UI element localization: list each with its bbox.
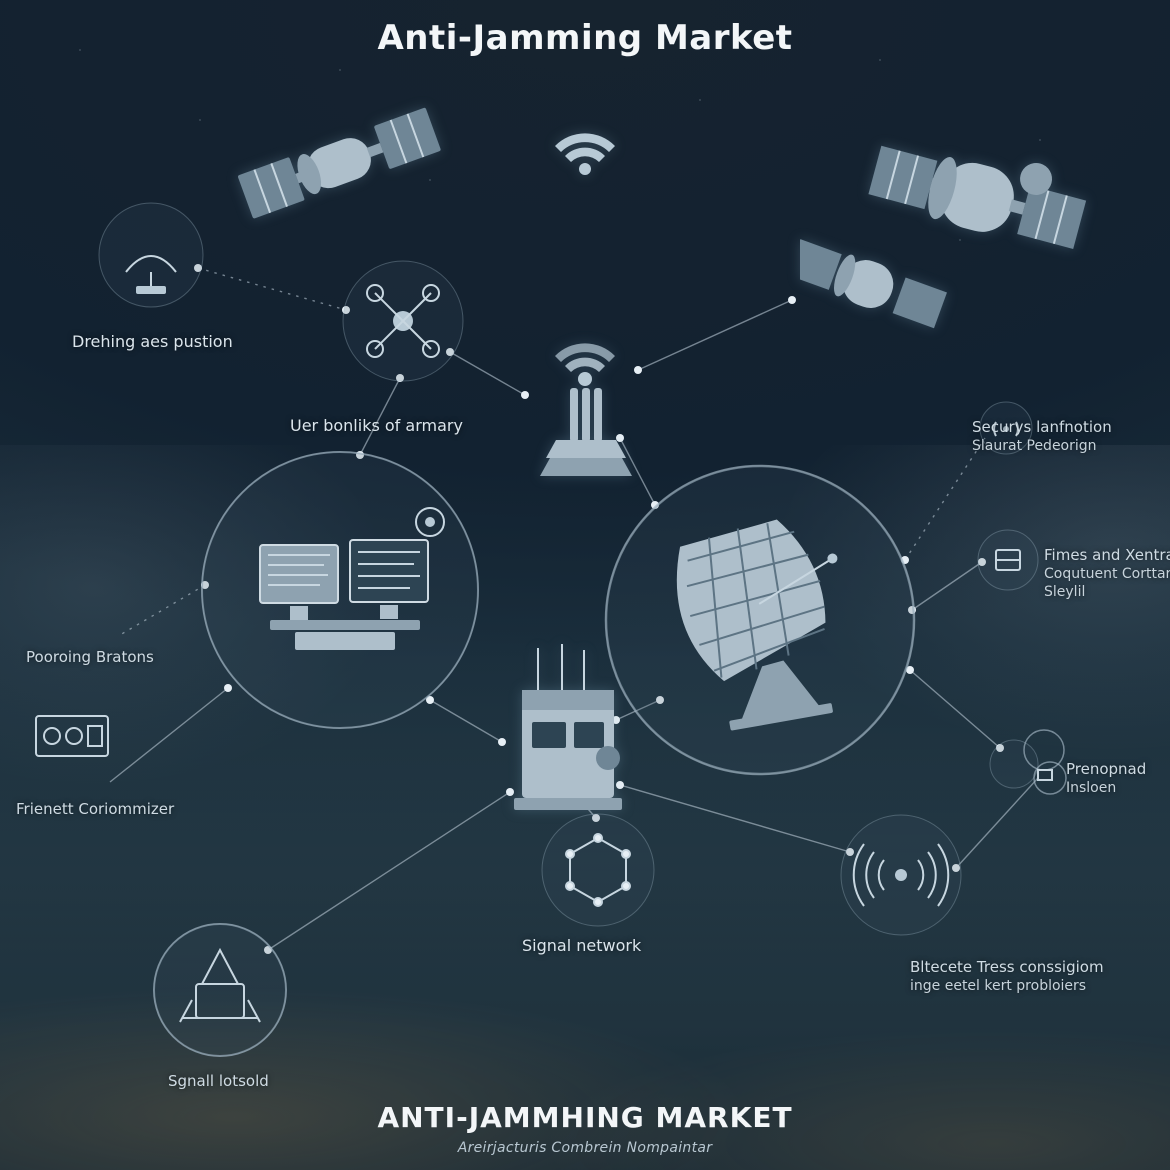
ratio-tiny-icon [986,720,1076,810]
signal-emitter-circle-icon [838,812,964,938]
title-bottom: ANTI-JAMMHING MARKET [0,1101,1170,1134]
label-uer-bonliks: Uer bonliks of armary [290,416,463,435]
satellite-right-icon [800,90,1100,350]
label-securys-2: Slaurat Pedeorign [972,438,1097,454]
station-icon [478,640,648,830]
label-fims-3: Sleylil [1044,584,1085,600]
label-drehing: Drehing aes pustion [72,332,233,351]
fims-tiny-icon [976,528,1042,594]
computers-circle-icon [200,450,480,730]
radar-circle-icon [96,200,206,310]
satellite-left-icon [230,80,450,250]
radar-dish-circle-icon [604,464,916,776]
label-signal-network: Signal network [522,936,641,955]
subtitle: Areirjacturis Combrein Nompaintar [0,1140,1170,1156]
label-prenopnad-1: Prenopnad [1066,760,1146,778]
spaceship-circle-icon [152,922,288,1058]
drone-circle-icon [340,258,466,384]
label-fims-1: Fimes and Xentration [1044,546,1170,564]
label-fims-2: Coqutuent Corttart [1044,566,1170,582]
label-frienett: Frienett Coriommizer [16,800,174,818]
label-bltecte-2: inge eetel kert probloiers [910,978,1086,994]
label-securys-1: Securys lanfnotion [972,418,1112,436]
equipment-icon [30,700,120,770]
label-pooroing: Pooroing Bratons [26,648,154,666]
tower-icon [510,290,660,490]
label-sgnall: Sgnall lotsold [168,1072,269,1090]
label-bltecte-1: Bltecete Tress conssigiom [910,958,1104,976]
network-circle-icon [540,812,656,928]
wifi-icon [550,120,620,190]
label-prenopnad-2: Insloen [1066,780,1116,796]
